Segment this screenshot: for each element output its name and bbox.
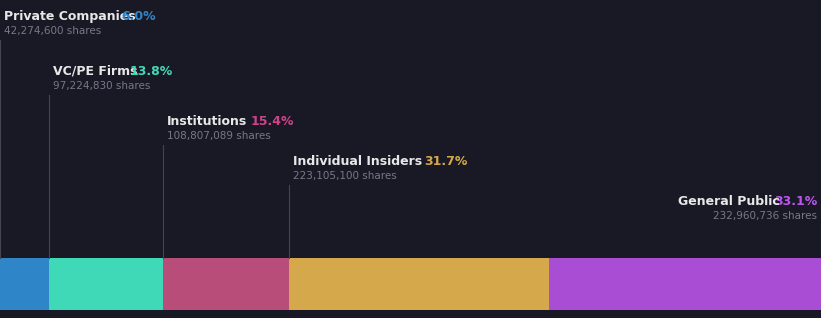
Text: General Public: General Public: [678, 195, 780, 208]
Bar: [49, 258, 163, 310]
Text: 6.0%: 6.0%: [122, 10, 156, 23]
Text: 42,274,600 shares: 42,274,600 shares: [4, 26, 101, 36]
Bar: [549, 258, 821, 310]
Text: 33.1%: 33.1%: [773, 195, 817, 208]
Text: 15.4%: 15.4%: [250, 115, 294, 128]
Text: 31.7%: 31.7%: [424, 155, 468, 168]
Text: 232,960,736 shares: 232,960,736 shares: [713, 211, 817, 221]
Text: Institutions: Institutions: [167, 115, 247, 128]
Text: Private Companies: Private Companies: [4, 10, 135, 23]
Text: Individual Insiders: Individual Insiders: [293, 155, 422, 168]
Text: 108,807,089 shares: 108,807,089 shares: [167, 131, 270, 141]
Bar: [163, 258, 289, 310]
Text: 97,224,830 shares: 97,224,830 shares: [53, 81, 150, 91]
Bar: [289, 258, 549, 310]
Text: 13.8%: 13.8%: [130, 65, 173, 78]
Text: 223,105,100 shares: 223,105,100 shares: [293, 171, 397, 181]
Bar: [0, 258, 49, 310]
Text: VC/PE Firms: VC/PE Firms: [53, 65, 138, 78]
